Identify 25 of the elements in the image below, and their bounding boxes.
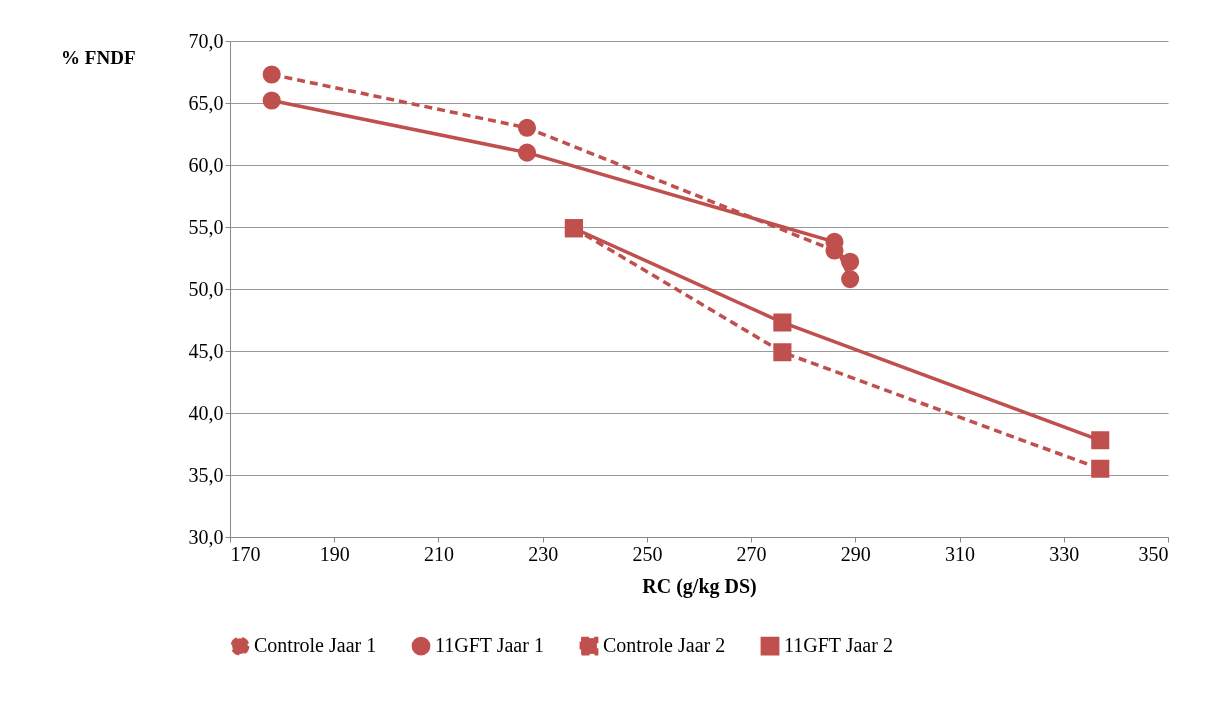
y-tick-label: 55,0 [188,215,224,238]
legend-label: 11GFT Jaar 2 [784,634,893,657]
x-tick-label: 310 [945,542,976,565]
x-tick-label: 190 [319,542,350,565]
y-tick-label: 45,0 [188,339,224,362]
y-axis-title: % FNDF [61,46,136,68]
y-tick-label: 70,0 [188,29,224,52]
x-tick-label: 330 [1049,542,1080,565]
x-tick-label: 270 [736,542,767,565]
x-axis-title: RC (g/kg DS) [642,574,757,598]
x-tick-label: 350 [1138,542,1169,565]
y-tick-label: 50,0 [188,277,224,300]
legend-label: Controle Jaar 2 [603,634,726,657]
y-tick-label: 30,0 [188,525,224,548]
x-tick-label: 210 [423,542,454,565]
legend-label: Controle Jaar 1 [254,634,377,657]
x-tick-label: 230 [528,542,559,565]
legend-label: 11GFT Jaar 1 [435,634,544,657]
y-tick-label: 60,0 [188,153,224,176]
x-tick-label: 290 [840,542,871,565]
x-tick-label: 250 [632,542,663,565]
y-tick-label: 40,0 [188,401,224,424]
x-tick-label: 170 [230,542,261,565]
y-tick-label: 35,0 [188,463,224,486]
y-tick-label: 65,0 [188,91,224,114]
